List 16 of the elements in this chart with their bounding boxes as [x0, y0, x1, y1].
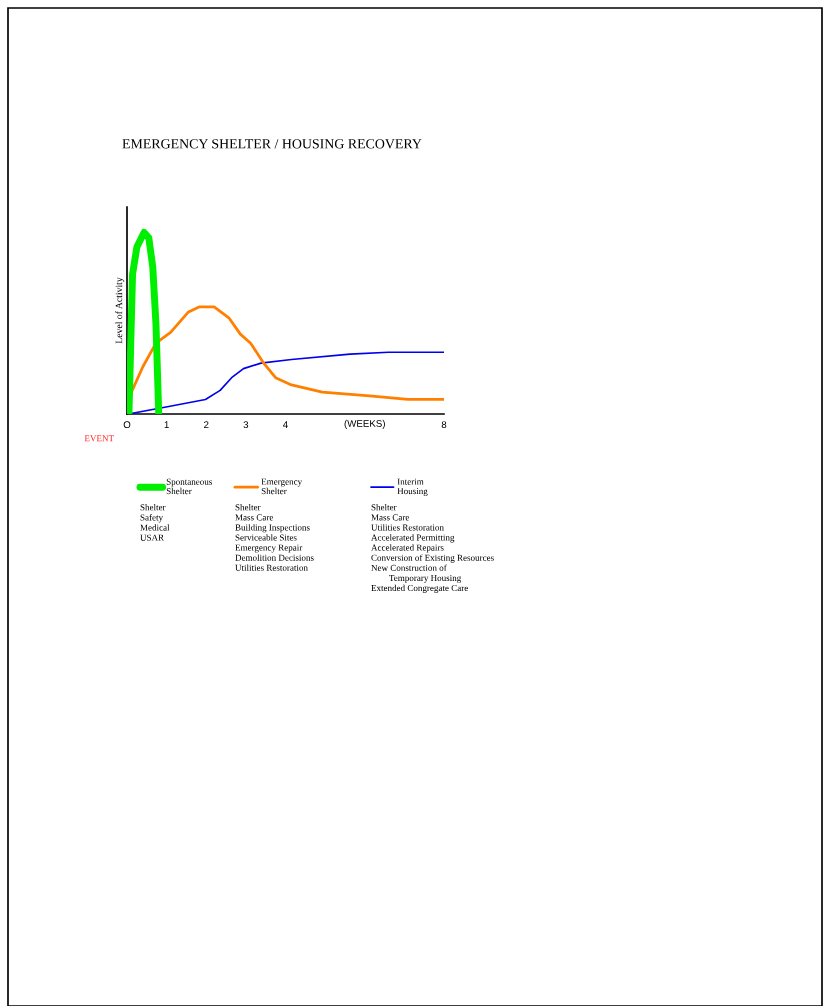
x-tick-label: O [123, 421, 131, 429]
x-tick-label: 8 [441, 421, 447, 429]
x-tick-label: 1 [164, 421, 169, 428]
x-tick-label: 3 [243, 421, 249, 429]
legend-label: Interim Housing [397, 478, 428, 496]
annotation: EVENT [84, 435, 114, 442]
text: Shelter Mass Care Utilities Restoration Accelerated Permitting Accelerated Repairs Conversion of Existing Resources New Construction of Temporary Housing Extended Congregate Care [371, 504, 494, 593]
text: Shelter Safety Medical USAR [140, 504, 170, 541]
text: Shelter Mass Care Building Inspections Serviceable Sites Emergency Repair Demolition Decisions Utilities Restoration [235, 504, 314, 571]
x-tick-label: 4 [283, 421, 288, 428]
x-axis-title: (WEEKS) [344, 419, 385, 429]
chart-title: EMERGENCY SHELTER / HOUSING RECOVERY [122, 139, 422, 149]
y-axis-title: Level of Activity [115, 277, 125, 344]
x-tick-label: 2 [204, 421, 209, 428]
legend-label: Emergency Shelter [261, 478, 303, 495]
legend-label: Spontaneous Shelter [166, 478, 212, 495]
